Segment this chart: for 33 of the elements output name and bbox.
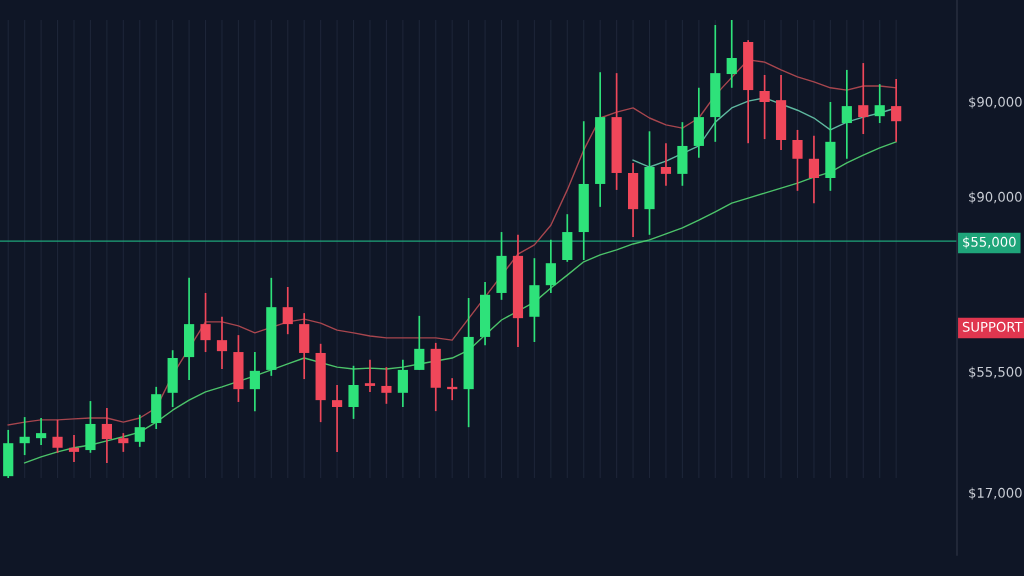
candlestick	[364, 359, 376, 393]
candlestick	[331, 384, 343, 453]
candlestick	[134, 413, 145, 448]
candlestick	[874, 83, 885, 124]
candlestick	[101, 407, 112, 464]
candlestick	[282, 286, 293, 336]
candlestick	[68, 434, 80, 463]
text: $55,500	[969, 366, 1022, 379]
candlestick	[858, 62, 869, 135]
candlestick	[759, 74, 770, 140]
candlestick	[414, 315, 425, 371]
candlestick	[36, 417, 47, 446]
candlestick	[545, 239, 556, 294]
candlestick	[891, 78, 902, 143]
candlestick	[660, 142, 672, 187]
candlestick	[19, 416, 30, 456]
candlestick	[381, 366, 392, 405]
candlestick	[808, 135, 820, 205]
text: $17,000	[969, 487, 1022, 500]
candlestick	[216, 315, 228, 370]
text: $55,000	[963, 236, 1016, 249]
candlestick	[200, 292, 211, 353]
candlestick	[841, 69, 852, 160]
text: $90,000	[969, 96, 1022, 109]
candlestick	[792, 129, 803, 192]
candlestick	[249, 351, 260, 412]
candlestick	[52, 418, 63, 454]
text: SUPPORT	[962, 321, 1023, 332]
candlestick	[118, 432, 129, 453]
text: $90,000	[969, 191, 1022, 204]
candlestick	[348, 364, 359, 420]
candlestick	[726, 20, 737, 89]
candlestick	[397, 359, 408, 408]
